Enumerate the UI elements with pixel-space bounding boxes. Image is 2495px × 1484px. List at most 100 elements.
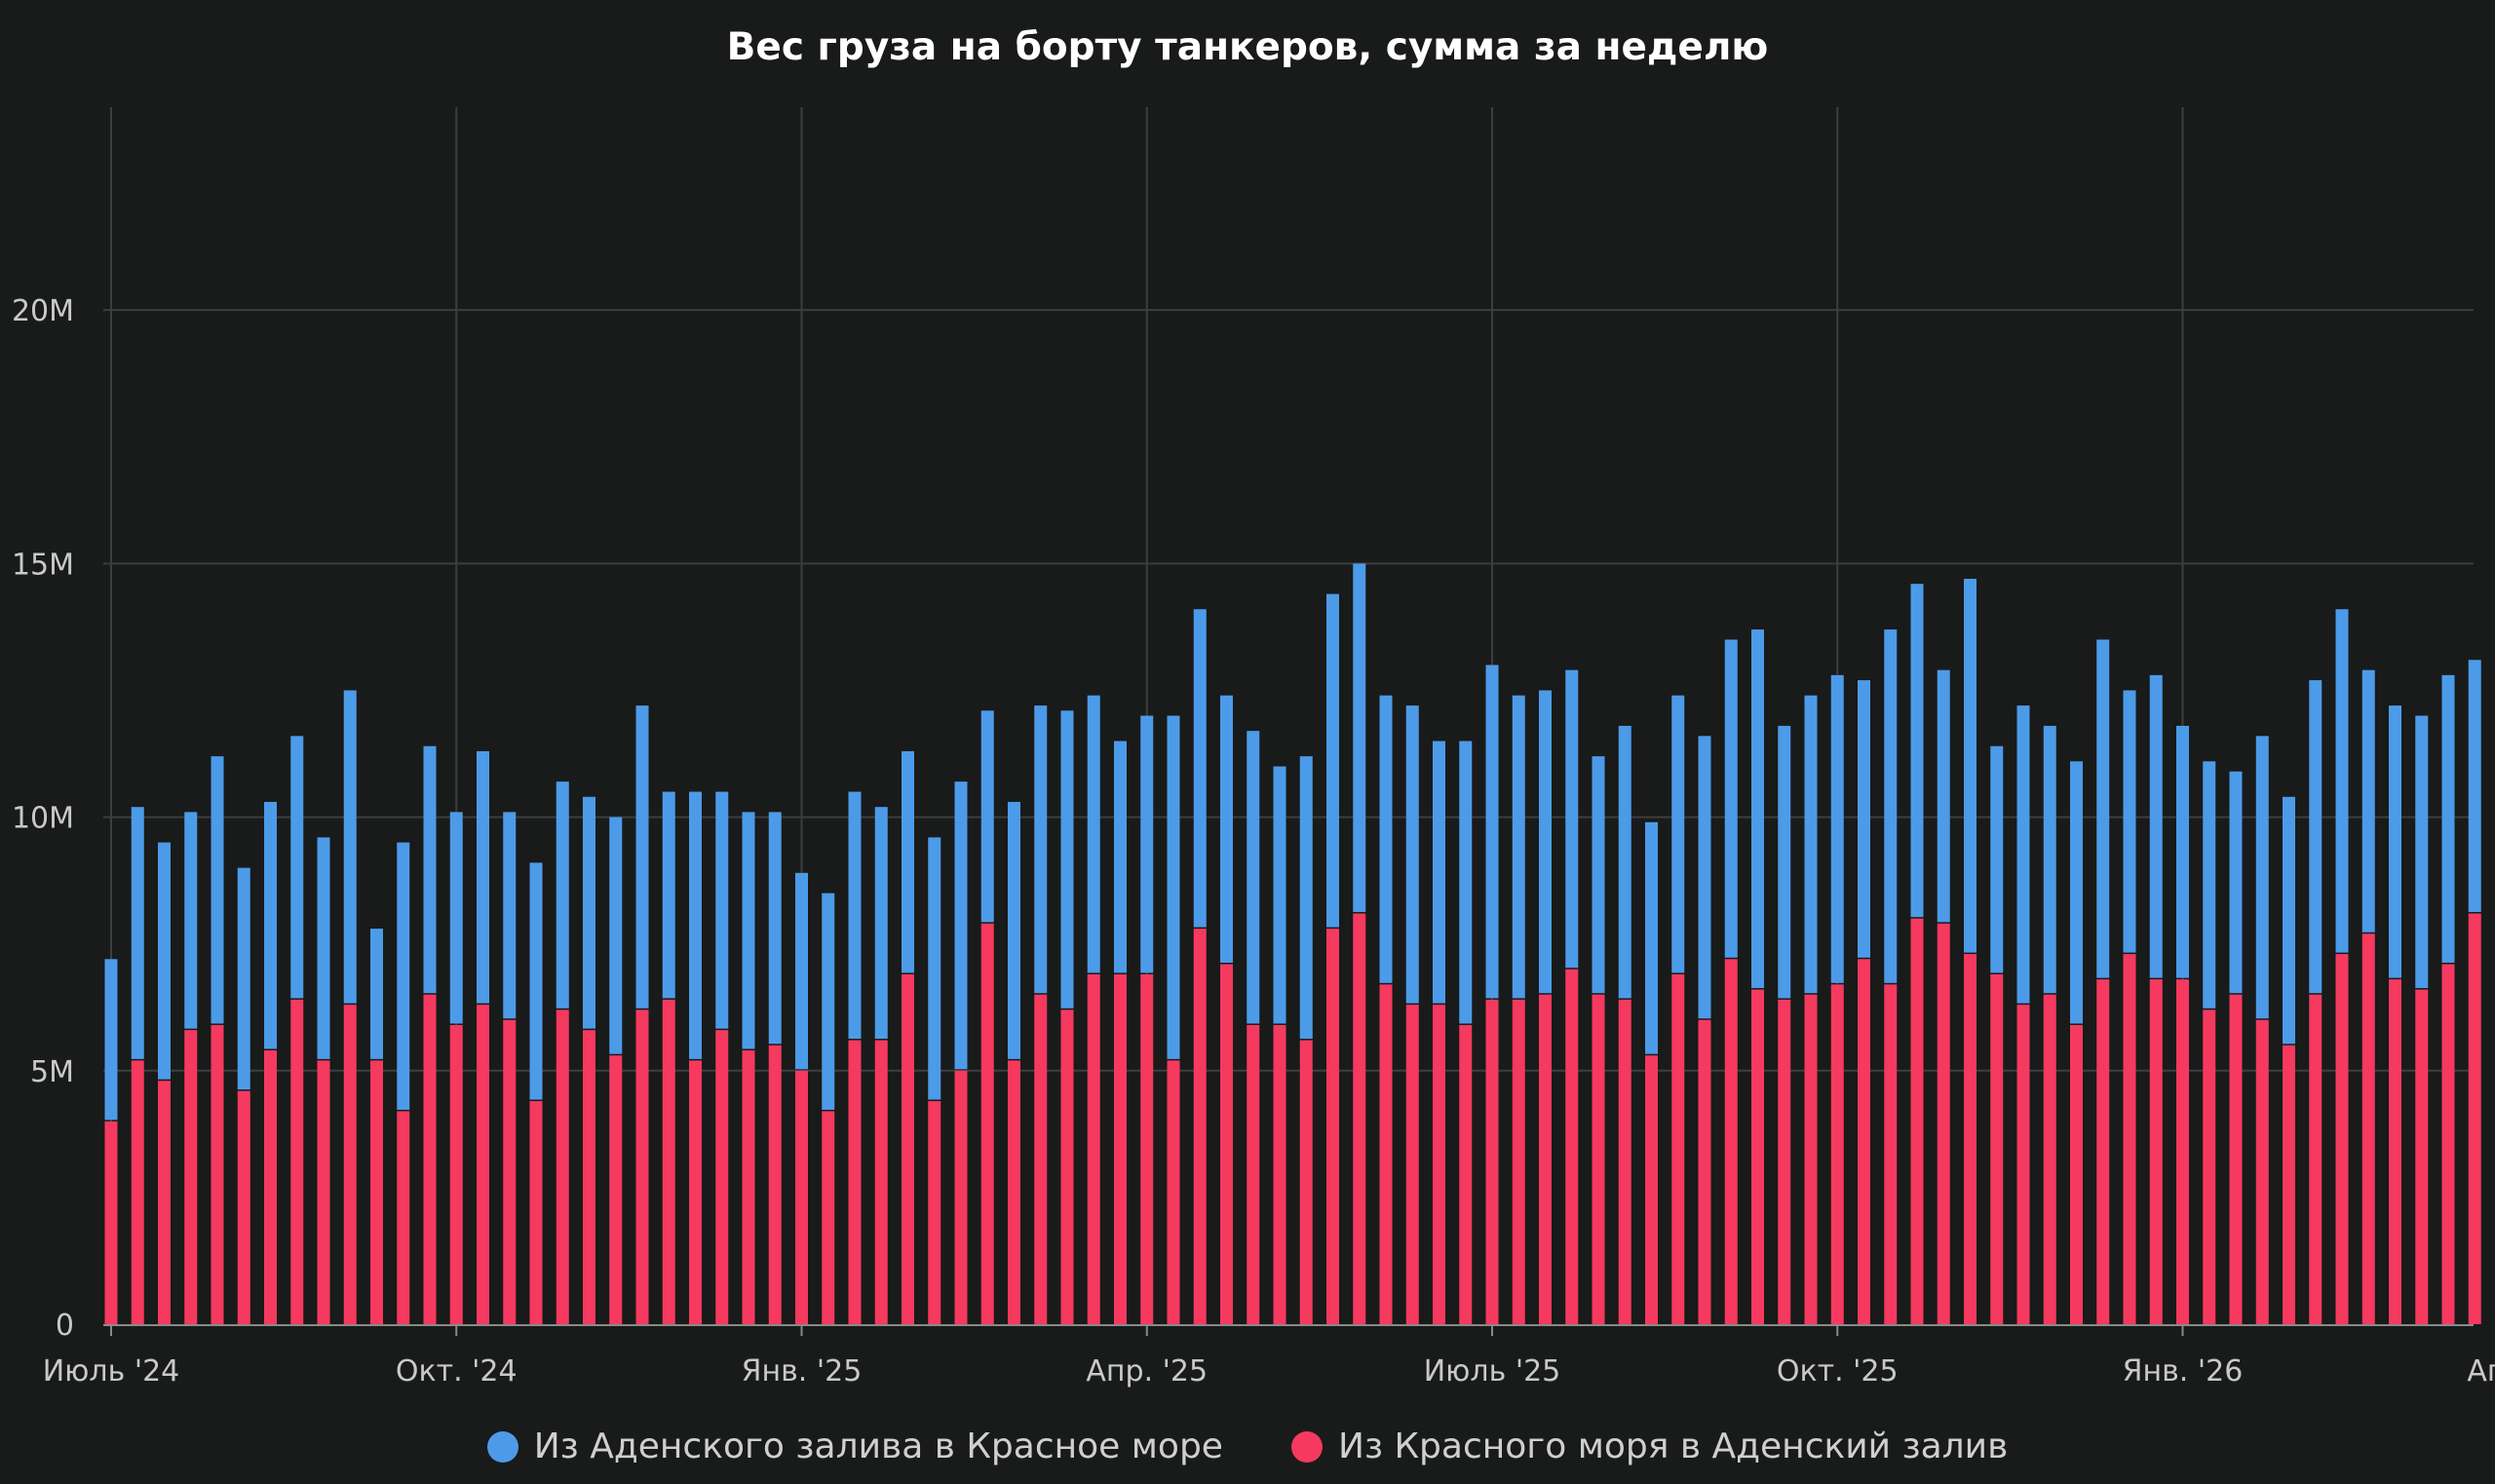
bar-aden-to-red-sea[interactable] bbox=[848, 791, 862, 1040]
bar-aden-to-red-sea[interactable] bbox=[184, 812, 198, 1029]
bar-red-sea-to-aden[interactable] bbox=[2149, 979, 2163, 1324]
bar-red-sea-to-aden[interactable] bbox=[1804, 994, 1818, 1324]
bar-red-sea-to-aden[interactable] bbox=[795, 1070, 808, 1324]
bar-aden-to-red-sea[interactable] bbox=[104, 959, 118, 1121]
bar-aden-to-red-sea[interactable] bbox=[1512, 695, 1525, 999]
bar-red-sea-to-aden[interactable] bbox=[2283, 1045, 2295, 1324]
bar-red-sea-to-aden[interactable] bbox=[2123, 954, 2136, 1324]
bar-red-sea-to-aden[interactable] bbox=[1751, 989, 1764, 1324]
bar-red-sea-to-aden[interactable] bbox=[2070, 1024, 2083, 1324]
bar-red-sea-to-aden[interactable] bbox=[2335, 954, 2349, 1324]
bar-aden-to-red-sea[interactable] bbox=[1379, 695, 1393, 983]
bar-aden-to-red-sea[interactable] bbox=[1326, 593, 1339, 928]
bar-aden-to-red-sea[interactable] bbox=[1618, 725, 1631, 999]
bar-aden-to-red-sea[interactable] bbox=[928, 837, 941, 1100]
bar-aden-to-red-sea[interactable] bbox=[1804, 695, 1818, 994]
bar-aden-to-red-sea[interactable] bbox=[2255, 736, 2269, 1019]
bar-aden-to-red-sea[interactable] bbox=[503, 812, 517, 1019]
bar-aden-to-red-sea[interactable] bbox=[477, 750, 489, 1004]
bar-aden-to-red-sea[interactable] bbox=[343, 690, 357, 1004]
bar-aden-to-red-sea[interactable] bbox=[795, 872, 808, 1070]
bar-aden-to-red-sea[interactable] bbox=[1539, 690, 1552, 994]
bar-aden-to-red-sea[interactable] bbox=[1937, 669, 1950, 923]
bar-red-sea-to-aden[interactable] bbox=[1008, 1060, 1020, 1324]
bar-aden-to-red-sea[interactable] bbox=[1830, 674, 1844, 983]
bar-red-sea-to-aden[interactable] bbox=[902, 973, 914, 1324]
bar-aden-to-red-sea[interactable] bbox=[1778, 725, 1791, 999]
bar-red-sea-to-aden[interactable] bbox=[1299, 1040, 1313, 1324]
bar-red-sea-to-aden[interactable] bbox=[768, 1045, 782, 1324]
bar-aden-to-red-sea[interactable] bbox=[449, 812, 463, 1024]
bar-red-sea-to-aden[interactable] bbox=[1671, 973, 1685, 1324]
bar-aden-to-red-sea[interactable] bbox=[529, 862, 543, 1100]
bar-red-sea-to-aden[interactable] bbox=[237, 1090, 250, 1324]
bar-aden-to-red-sea[interactable] bbox=[1273, 766, 1286, 1024]
bar-red-sea-to-aden[interactable] bbox=[1698, 1019, 1711, 1324]
bar-red-sea-to-aden[interactable] bbox=[1830, 984, 1844, 1324]
bar-red-sea-to-aden[interactable] bbox=[343, 1005, 357, 1324]
bar-red-sea-to-aden[interactable] bbox=[1565, 969, 1579, 1324]
bar-aden-to-red-sea[interactable] bbox=[1114, 741, 1127, 973]
bar-red-sea-to-aden[interactable] bbox=[1459, 1024, 1473, 1324]
bar-red-sea-to-aden[interactable] bbox=[2096, 979, 2110, 1324]
bar-red-sea-to-aden[interactable] bbox=[662, 999, 675, 1324]
bar-aden-to-red-sea[interactable] bbox=[2229, 771, 2243, 994]
bar-aden-to-red-sea[interactable] bbox=[1167, 715, 1180, 1059]
bar-aden-to-red-sea[interactable] bbox=[689, 791, 702, 1059]
bar-red-sea-to-aden[interactable] bbox=[2229, 994, 2243, 1324]
bar-red-sea-to-aden[interactable] bbox=[2441, 964, 2455, 1324]
bar-aden-to-red-sea[interactable] bbox=[2203, 761, 2216, 1008]
bar-aden-to-red-sea[interactable] bbox=[1140, 715, 1154, 973]
bar-red-sea-to-aden[interactable] bbox=[1060, 1009, 1074, 1324]
bar-aden-to-red-sea[interactable] bbox=[237, 867, 250, 1090]
bar-aden-to-red-sea[interactable] bbox=[1964, 578, 1977, 953]
bar-aden-to-red-sea[interactable] bbox=[2149, 674, 2163, 978]
bar-red-sea-to-aden[interactable] bbox=[609, 1055, 623, 1324]
bar-red-sea-to-aden[interactable] bbox=[1964, 954, 1977, 1324]
bar-aden-to-red-sea[interactable] bbox=[768, 812, 782, 1045]
bar-aden-to-red-sea[interactable] bbox=[635, 705, 649, 1008]
bar-red-sea-to-aden[interactable] bbox=[1618, 999, 1631, 1324]
bar-aden-to-red-sea[interactable] bbox=[902, 750, 914, 973]
bar-aden-to-red-sea[interactable] bbox=[1459, 741, 1473, 1024]
bar-aden-to-red-sea[interactable] bbox=[290, 736, 304, 999]
bar-red-sea-to-aden[interactable] bbox=[1247, 1024, 1260, 1324]
bar-red-sea-to-aden[interactable] bbox=[131, 1060, 144, 1324]
bar-red-sea-to-aden[interactable] bbox=[104, 1121, 118, 1324]
bar-red-sea-to-aden[interactable] bbox=[2389, 979, 2401, 1324]
bar-aden-to-red-sea[interactable] bbox=[583, 796, 595, 1029]
bar-red-sea-to-aden[interactable] bbox=[556, 1009, 569, 1324]
bar-red-sea-to-aden[interactable] bbox=[1379, 984, 1393, 1324]
bar-aden-to-red-sea[interactable] bbox=[1910, 584, 1924, 918]
bar-red-sea-to-aden[interactable] bbox=[529, 1101, 543, 1324]
bar-aden-to-red-sea[interactable] bbox=[609, 817, 623, 1054]
bar-red-sea-to-aden[interactable] bbox=[1087, 973, 1100, 1324]
bar-aden-to-red-sea[interactable] bbox=[1592, 756, 1605, 994]
legend-item-aden-to-red-sea[interactable]: Из Аденского залива в Красное море bbox=[486, 1427, 1223, 1466]
bar-red-sea-to-aden[interactable] bbox=[423, 994, 437, 1324]
bar-red-sea-to-aden[interactable] bbox=[2361, 933, 2375, 1324]
bar-aden-to-red-sea[interactable] bbox=[2361, 669, 2375, 932]
bar-aden-to-red-sea[interactable] bbox=[874, 807, 888, 1040]
bar-red-sea-to-aden[interactable] bbox=[1140, 973, 1154, 1324]
bar-red-sea-to-aden[interactable] bbox=[1990, 973, 2004, 1324]
bar-red-sea-to-aden[interactable] bbox=[822, 1111, 835, 1324]
bar-aden-to-red-sea[interactable] bbox=[1645, 821, 1658, 1054]
bar-aden-to-red-sea[interactable] bbox=[1034, 705, 1048, 994]
bar-aden-to-red-sea[interactable] bbox=[158, 842, 171, 1080]
bar-red-sea-to-aden[interactable] bbox=[1858, 959, 1870, 1324]
bar-red-sea-to-aden[interactable] bbox=[583, 1030, 595, 1324]
bar-red-sea-to-aden[interactable] bbox=[449, 1024, 463, 1324]
bar-aden-to-red-sea[interactable] bbox=[1884, 629, 1898, 983]
bar-red-sea-to-aden[interactable] bbox=[874, 1040, 888, 1324]
bar-aden-to-red-sea[interactable] bbox=[1008, 801, 1020, 1059]
bar-red-sea-to-aden[interactable] bbox=[715, 1030, 729, 1324]
bar-aden-to-red-sea[interactable] bbox=[317, 837, 330, 1059]
bar-red-sea-to-aden[interactable] bbox=[635, 1009, 649, 1324]
bar-red-sea-to-aden[interactable] bbox=[503, 1019, 517, 1324]
bar-aden-to-red-sea[interactable] bbox=[1990, 745, 2004, 973]
bar-aden-to-red-sea[interactable] bbox=[2283, 796, 2295, 1045]
bar-aden-to-red-sea[interactable] bbox=[1060, 710, 1074, 1008]
bar-aden-to-red-sea[interactable] bbox=[1405, 705, 1419, 1004]
bar-aden-to-red-sea[interactable] bbox=[2043, 725, 2056, 994]
